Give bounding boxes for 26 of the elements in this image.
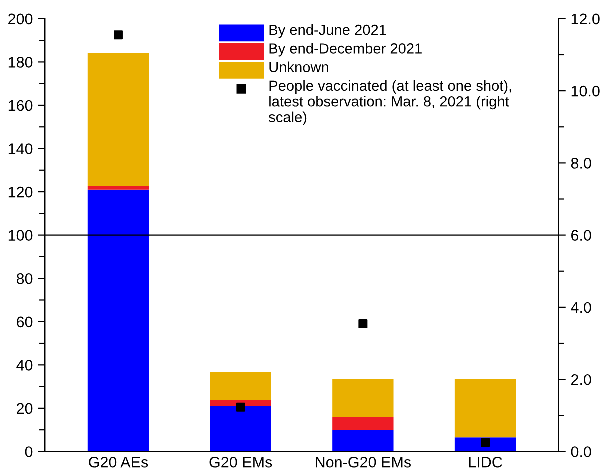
y-tick-label: 120 bbox=[8, 186, 33, 198]
legend-label: People vaccinated (at least one shot), latest observation: Mar. 8, 2021 (right scale) bbox=[269, 80, 512, 126]
y2-tick-label: 4.0 bbox=[571, 302, 592, 314]
y-tick-label: 40 bbox=[16, 360, 33, 371]
y2-tick-label: 12.0 bbox=[572, 14, 600, 25]
x-tick-label: LIDC bbox=[469, 456, 502, 468]
y2-tick-label: 8.0 bbox=[571, 158, 592, 169]
y-tick-label: 100 bbox=[8, 230, 33, 242]
y2-tick-label: 2.0 bbox=[572, 374, 592, 386]
y2-tick-label: 6.0 bbox=[572, 230, 592, 242]
y-tick-label: 20 bbox=[17, 403, 33, 414]
y-tick-label: 140 bbox=[8, 144, 33, 154]
y-tick-label: 0 bbox=[25, 446, 33, 458]
y-tick-label: 80 bbox=[16, 273, 33, 284]
x-tick-label: G20 AEs bbox=[89, 456, 148, 468]
x-tick-label: Non-G20 EMs bbox=[316, 456, 412, 468]
y-tick-label: 180 bbox=[8, 57, 33, 68]
y-tick-label: 160 bbox=[8, 100, 33, 112]
legend-label: Unknown bbox=[270, 62, 328, 72]
legend-label: By end-June 2021 bbox=[270, 24, 386, 38]
x-tick-label: G20 EMs bbox=[210, 456, 272, 468]
y-tick-label: 60 bbox=[17, 316, 33, 328]
y2-tick-label: 10.0 bbox=[572, 86, 600, 97]
y2-tick-label: 0.0 bbox=[571, 446, 592, 458]
legend-label: By end-December 2021 bbox=[270, 43, 422, 57]
y-tick-label: 200 bbox=[8, 14, 33, 25]
